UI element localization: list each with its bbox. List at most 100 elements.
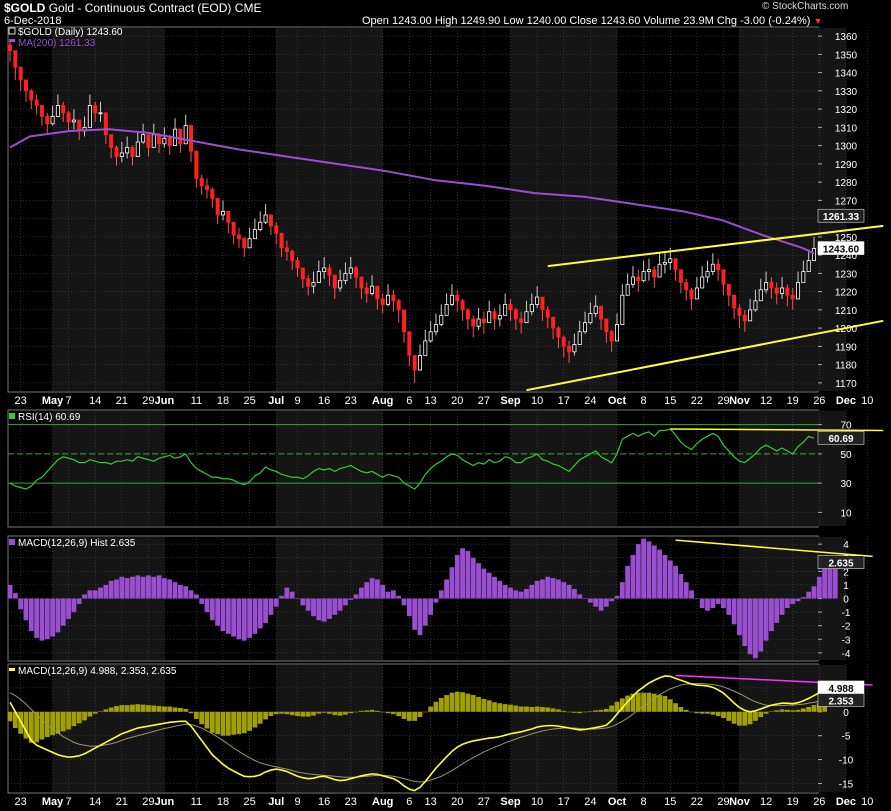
x-tick-label: 8 <box>641 395 647 407</box>
macd-hist-bar <box>715 598 721 604</box>
x-tick-label: 15 <box>664 796 676 808</box>
macd-hist-bar <box>603 598 609 607</box>
macd-hist-bar <box>18 598 24 610</box>
x-tick-label: 20 <box>451 395 463 407</box>
macd-hist-bar <box>476 563 481 599</box>
macd-bar <box>742 711 748 726</box>
macd-bar <box>779 709 785 712</box>
macd-hist-bar <box>332 598 338 615</box>
candle-body <box>8 44 12 52</box>
candle-body <box>599 305 604 320</box>
x-tick-label: May <box>42 796 64 808</box>
candle-body <box>588 313 593 324</box>
x-tick-label: Jul <box>268 395 284 407</box>
macd-bar <box>209 711 215 733</box>
macd-bar <box>92 711 98 714</box>
macd-hist-bar <box>321 598 327 622</box>
candle-body <box>332 274 337 289</box>
macd-bar <box>337 711 343 716</box>
x-tick-label: Dec <box>836 395 856 407</box>
candle-body <box>386 294 391 305</box>
candle-body <box>620 294 625 325</box>
macd-hist-bar <box>753 598 758 659</box>
macd-hist-bar <box>667 560 673 599</box>
high-label: High <box>434 15 458 27</box>
candle-body <box>577 331 582 345</box>
macd-hist-bar <box>28 598 34 632</box>
macd-hist-bar <box>465 550 471 599</box>
price-y-tick-label: 1300 <box>835 142 858 153</box>
x-tick-label: 24 <box>584 395 596 407</box>
candle-body <box>87 105 92 128</box>
macd-bar <box>657 695 662 712</box>
hist-last-value: 2.635 <box>828 559 853 570</box>
macd-bar <box>385 711 391 714</box>
chart-title: $GOLD Gold - Continuous Contract (EOD) C… <box>4 1 261 15</box>
candle-body <box>710 263 715 272</box>
macd-hist-bar <box>731 598 737 625</box>
macd-bar <box>758 711 764 718</box>
macd-bar <box>465 693 471 712</box>
macd-bar <box>177 707 183 712</box>
hist-y-tick-label: 1 <box>843 581 849 592</box>
candle-body <box>716 263 721 271</box>
chart-date: 6-Dec-2018 <box>4 15 62 27</box>
candle-body <box>668 258 673 263</box>
candle-body <box>178 128 183 145</box>
macd-hist-bar <box>550 578 556 599</box>
x-tick-label: 8 <box>641 796 647 808</box>
x-tick-label: Sep <box>500 796 520 808</box>
macd-bar <box>492 702 497 712</box>
macd-bar <box>497 703 503 712</box>
macd-bar <box>108 707 114 712</box>
macd-bar <box>71 711 77 727</box>
macd-bar <box>130 704 135 712</box>
candle-body <box>551 316 556 329</box>
x-tick-label: 9 <box>294 796 300 808</box>
macd-bar <box>353 711 359 713</box>
macd-y-tick-label: -10 <box>839 756 854 767</box>
macd-bar <box>540 707 545 712</box>
macd-hist-bar <box>273 598 279 607</box>
candle-body <box>641 271 646 282</box>
x-tick-label: 27 <box>478 796 490 808</box>
candle-body <box>402 309 407 333</box>
hist-y-tick-label: -4 <box>842 649 851 660</box>
macd-hist-bar <box>662 555 668 599</box>
macd-hist-bar <box>401 598 407 606</box>
macd-legend-swatch <box>9 668 15 671</box>
candle-body <box>103 112 108 136</box>
macd-bar <box>651 693 657 712</box>
x-tick-label: 23 <box>345 796 357 808</box>
candle-body <box>311 282 316 287</box>
macd-hist-bar <box>343 598 348 606</box>
x-tick-label: 18 <box>217 796 229 808</box>
candle-body <box>327 267 332 276</box>
candle-body <box>242 238 247 249</box>
macd-bar <box>82 711 87 721</box>
macd-bar <box>263 711 268 720</box>
macd-bar <box>438 697 444 712</box>
macd-hist-bar <box>444 579 450 599</box>
exchange: CME <box>234 1 262 15</box>
channel-upper-line <box>547 224 884 268</box>
x-tick-label: 20 <box>451 796 463 808</box>
macd-hist-bar <box>305 598 311 611</box>
macd-hist-bar <box>721 598 726 609</box>
candle-body <box>263 214 268 223</box>
macd-hist-bar <box>417 598 423 636</box>
macd-hist-bar <box>513 590 519 599</box>
rsi-legend-swatch <box>9 413 15 419</box>
macd-bar <box>252 711 258 728</box>
x-tick-label: 22 <box>691 796 703 808</box>
candle-body <box>93 105 98 114</box>
macd-bar <box>470 695 476 712</box>
macd-hist-bar <box>705 598 710 611</box>
macd-bar <box>811 705 817 712</box>
candle-body <box>98 112 103 115</box>
candle-body <box>13 50 18 68</box>
macd-bar <box>694 711 700 714</box>
price-last-value: 1243.60 <box>823 245 860 256</box>
macd-hist-bar <box>422 598 428 626</box>
hist-y-tick-label: -1 <box>842 608 851 619</box>
